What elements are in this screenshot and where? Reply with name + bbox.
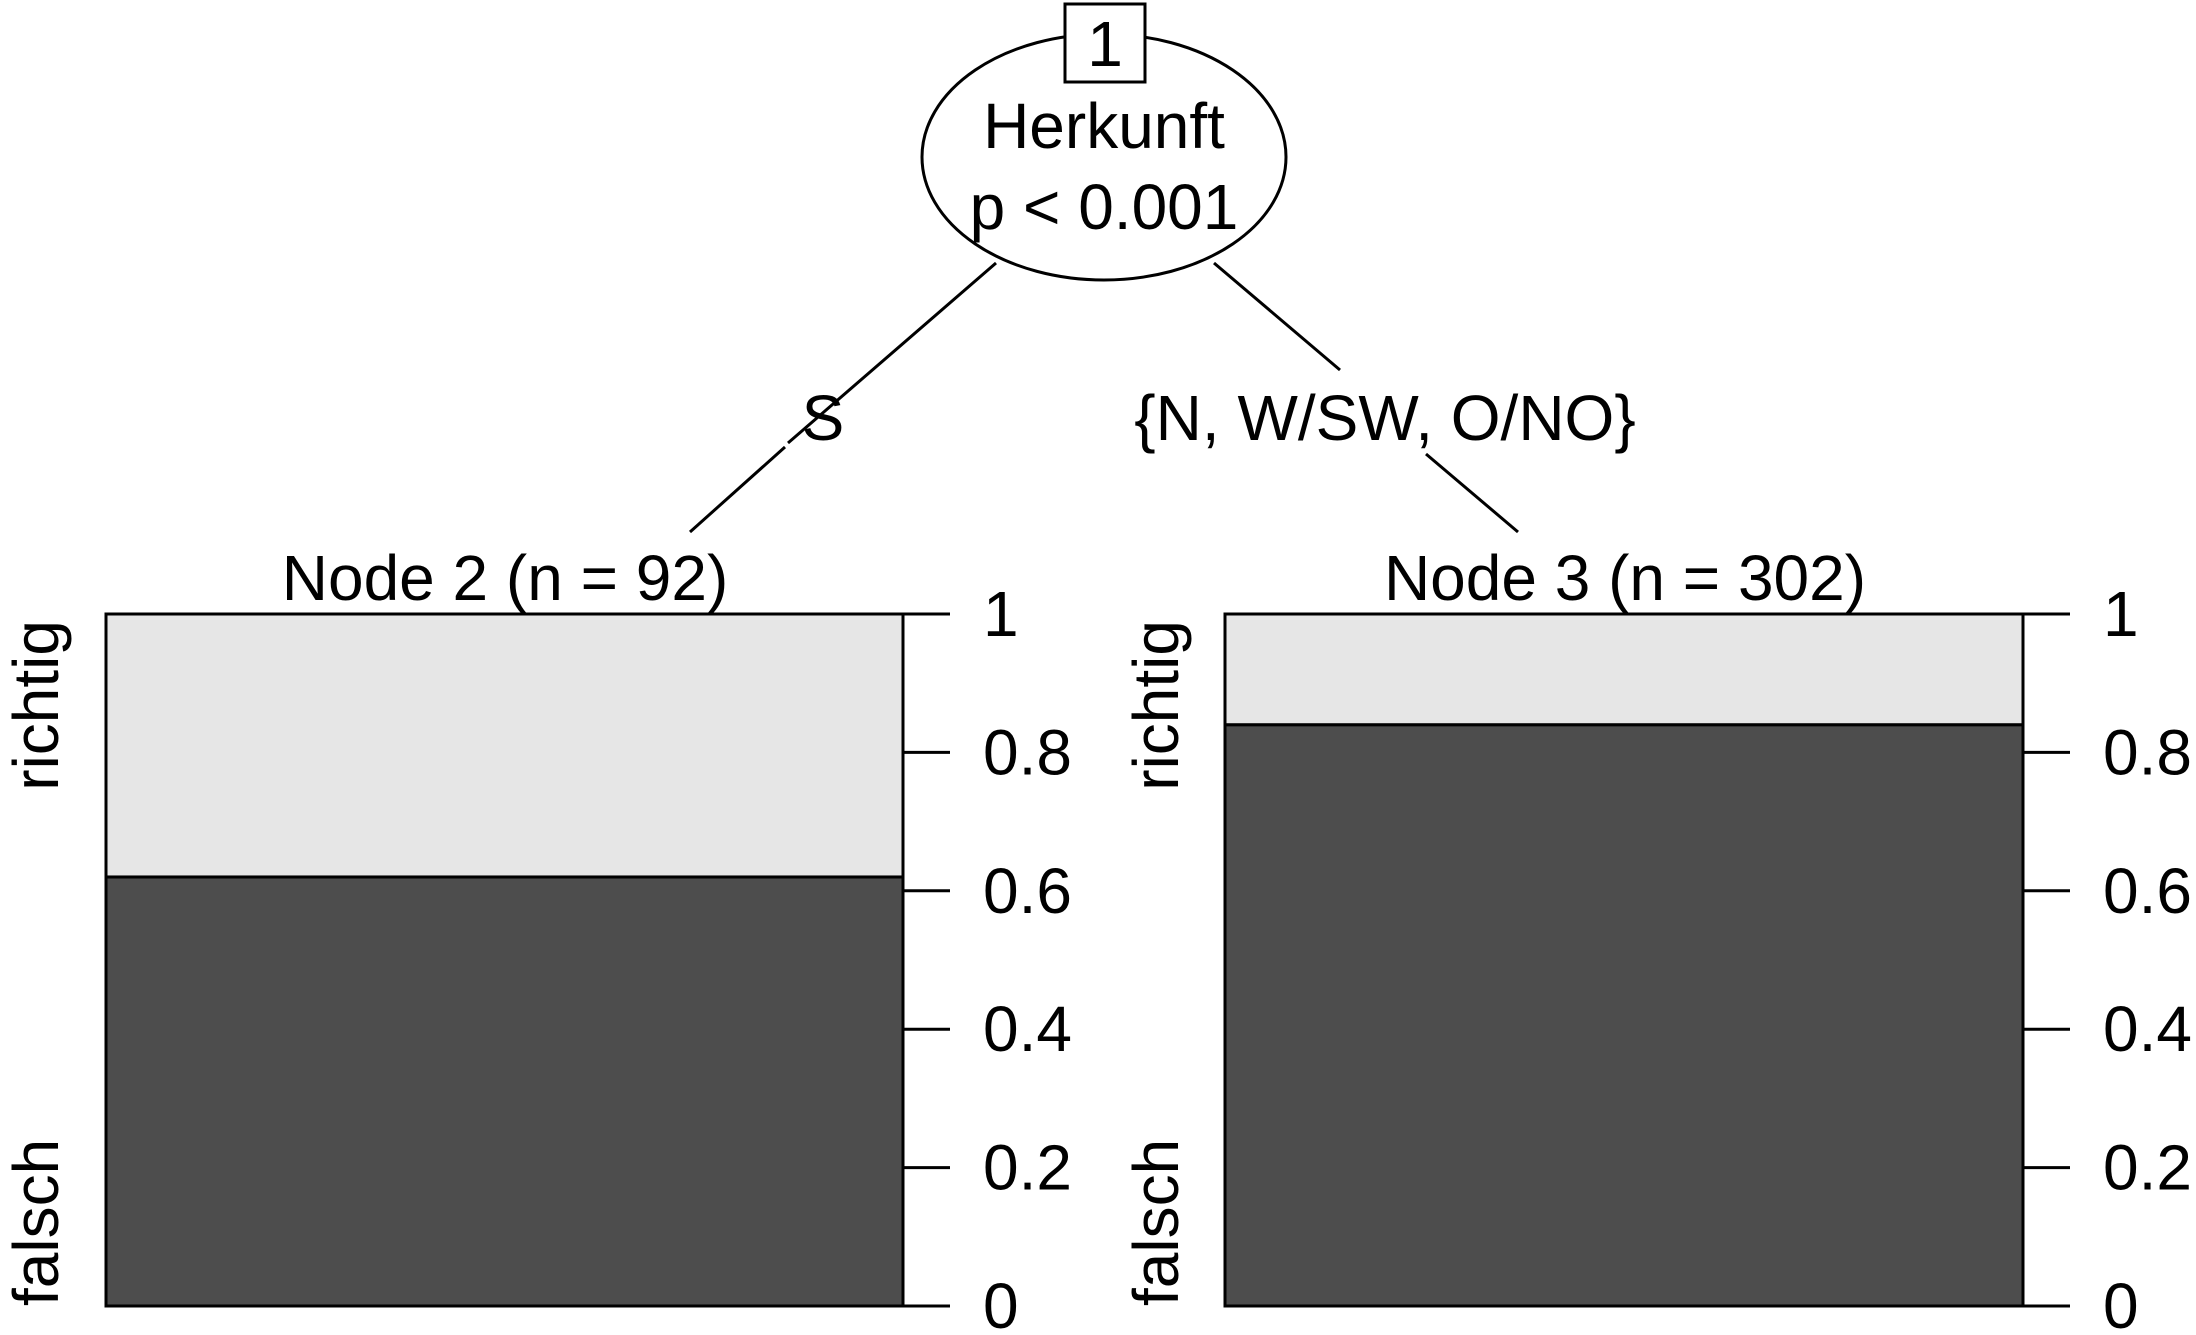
- edge-label-left: S: [802, 382, 845, 454]
- node-2-tick-label-1: 0.2: [983, 1132, 1072, 1204]
- edge-line-right-lower: [1425, 452, 1519, 534]
- node-3-bar-richtig: [1223, 612, 2025, 727]
- edge-line-left-upper: [787, 261, 997, 445]
- node-3-tick-label-1: 0.2: [2103, 1132, 2192, 1204]
- node-2-bar-falsch: [104, 875, 905, 1308]
- root-node: 1 Herkunft p < 0.001: [920, 2, 1288, 282]
- node-2-label-falsch: falsch: [0, 1139, 72, 1306]
- terminal-node-3: Node 3 (n = 302) richtig falsch 00.20.40…: [1120, 542, 2192, 1335]
- node-2-tick-label-3: 0.6: [983, 855, 1072, 927]
- node-2-ticks: 0 0.2 0.4 0.6 0.8 1: [903, 578, 1072, 1335]
- root-node-id-box: [1063, 2, 1147, 84]
- node-3-title: Node 3 (n = 302): [1384, 542, 1866, 614]
- node-2-tick-label-5: 1: [983, 578, 1019, 650]
- node-3-tick-label-2: 0.4: [2103, 993, 2192, 1065]
- node-3-ticks: 0 0.2 0.4 0.6 0.8 1: [2023, 578, 2192, 1335]
- root-node-p-value: p < 0.001: [970, 171, 1239, 243]
- node-3-label-falsch: falsch: [1120, 1139, 1192, 1306]
- node-2-label-richtig: richtig: [0, 620, 72, 791]
- node-3-tick-label-0: 0: [2103, 1270, 2139, 1335]
- node-2-title: Node 2 (n = 92): [282, 542, 729, 614]
- node-3-tick-label-5: 1: [2103, 578, 2139, 650]
- node-3-bar-falsch: [1223, 723, 2025, 1308]
- node-2-bar-richtig: [104, 612, 905, 879]
- node-2-tick-label-4: 0.8: [983, 716, 1072, 788]
- root-node-variable: Herkunft: [983, 90, 1225, 162]
- edge-label-right: {N, W/SW, O/NO}: [1134, 382, 1635, 454]
- root-node-id: 1: [1087, 8, 1123, 80]
- node-2-tick-label-0: 0: [983, 1270, 1019, 1335]
- edge-line-left-lower: [688, 445, 787, 534]
- node-2-tick-label-2: 0.4: [983, 993, 1072, 1065]
- node-3-label-richtig: richtig: [1120, 620, 1192, 791]
- terminal-node-2: Node 2 (n = 92) richtig falsch 0 0.2 0.4 0.…: [0, 542, 1072, 1335]
- node-3-tick-label-3: 0.6: [2103, 855, 2192, 927]
- node-3-tick-label-4: 0.8: [2103, 716, 2192, 788]
- edge-line-right-upper: [1213, 261, 1341, 372]
